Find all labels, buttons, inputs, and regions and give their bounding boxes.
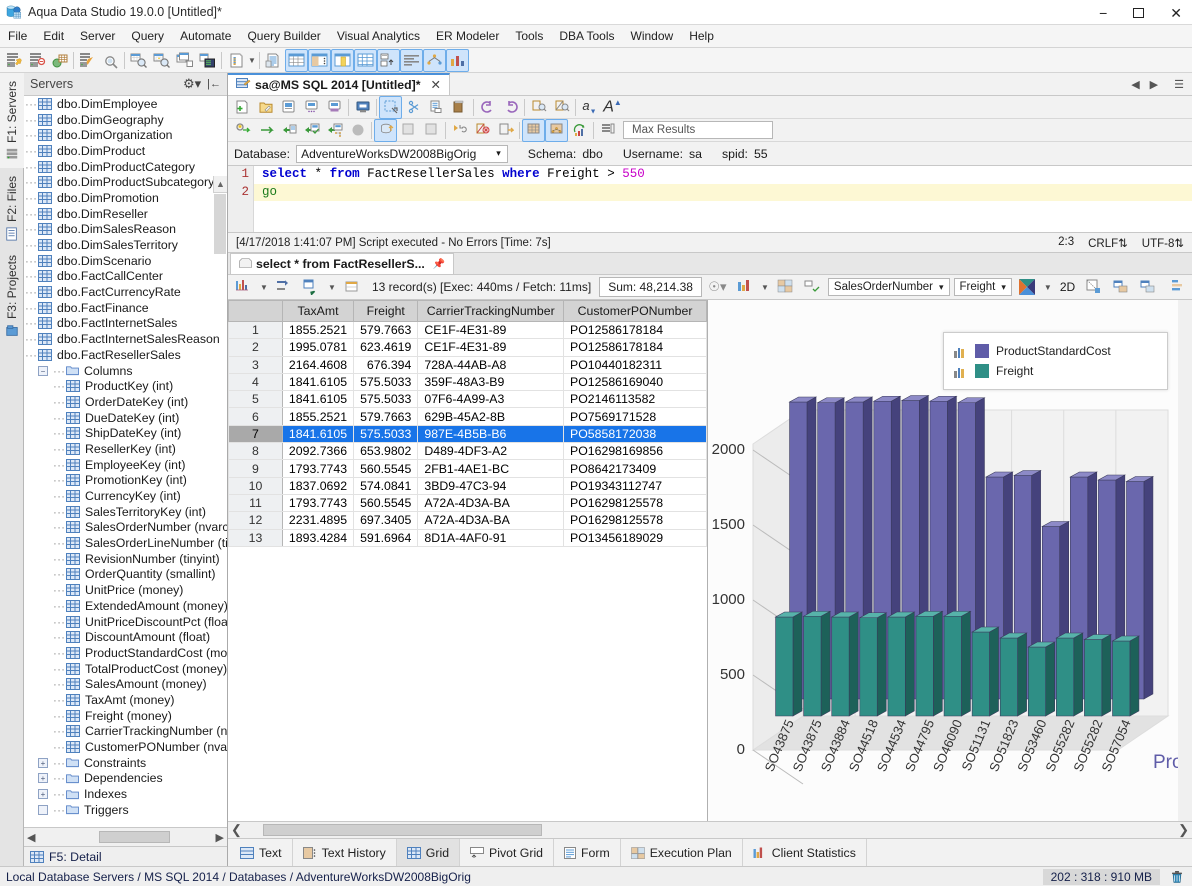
svg-text:0: 0 [737,741,745,758]
svg-text:500: 500 [720,666,745,683]
svg-text:1000: 1000 [712,591,745,608]
svg-text:1500: 1500 [712,516,745,533]
svg-text:ProductSta: ProductSta [1153,752,1190,773]
svg-text:2000: 2000 [712,441,745,458]
